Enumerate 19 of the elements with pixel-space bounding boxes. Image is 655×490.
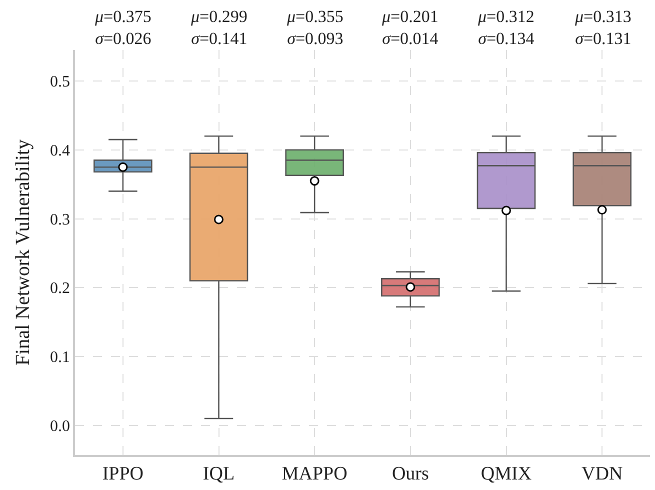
x-tick-label: Ours: [392, 464, 429, 485]
x-tick-label: IPPO: [102, 464, 144, 485]
text: μ=0.355 σ=0.093: [286, 7, 344, 48]
y-tick-label: 0.0: [50, 418, 70, 435]
y-tick-label: 0.3: [50, 211, 70, 228]
text: μ=0.313 σ=0.131: [574, 7, 632, 48]
x-tick-label: IQL: [202, 464, 235, 485]
text: μ=0.375 σ=0.026: [94, 7, 152, 48]
y-tick-label: 0.4: [50, 142, 70, 160]
y-tick-label: 0.5: [50, 74, 70, 91]
y-tick-label: 0.2: [50, 280, 70, 298]
text: μ=0.312 σ=0.134: [477, 7, 535, 48]
x-tick-label: QMIX: [480, 464, 532, 485]
text: μ=0.201 σ=0.014: [381, 7, 439, 48]
y-tick-label: 0.1: [50, 349, 70, 366]
x-tick-label: MAPPO: [282, 464, 348, 485]
y-axis-title: Final Network Vulnerability: [12, 139, 34, 366]
x-tick-label: VDN: [581, 464, 623, 485]
text: μ=0.299 σ=0.141: [190, 7, 248, 48]
